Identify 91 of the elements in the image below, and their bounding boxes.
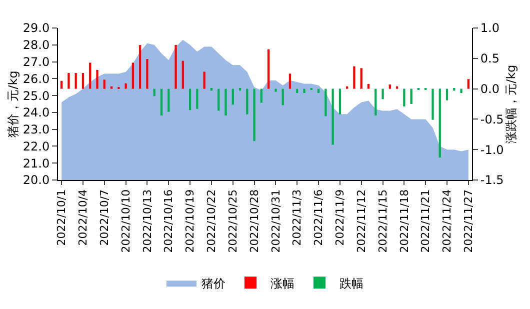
legend-label: 涨幅 (270, 276, 294, 290)
y-tick-label: 22.0 (22, 139, 50, 154)
bar (124, 83, 127, 89)
bar (182, 60, 184, 89)
y-tick-label: 29.0 (22, 21, 50, 36)
bar (324, 88, 327, 116)
y2-tick-label: 0.0 (480, 82, 500, 96)
bar (360, 68, 362, 89)
bar (260, 88, 262, 103)
bar (367, 84, 370, 89)
bar (132, 62, 134, 89)
bar (224, 88, 227, 116)
y2-tick-label: 1.0 (480, 21, 500, 36)
bar (346, 86, 348, 89)
bar (246, 88, 248, 114)
y-tick-label: 23.0 (22, 122, 50, 137)
y-axis-title: 猪价，元/kg (6, 70, 20, 138)
x-tick-label: 2022/11/15 (376, 189, 390, 253)
bar (460, 88, 462, 94)
x-tick-label: 2022/10/28 (248, 189, 261, 253)
bar (153, 88, 156, 96)
x-tick-label: 2022/11/21 (419, 189, 432, 253)
y2-tick-label: -0.5 (480, 112, 504, 126)
bar (74, 72, 77, 89)
bar (438, 88, 441, 158)
x-tick-label: 2022/10/7 (98, 189, 111, 246)
bar (238, 88, 242, 91)
x-tick-label: 2022/11/12 (354, 189, 368, 253)
bar (139, 45, 142, 89)
bar (103, 80, 106, 89)
bar (353, 66, 356, 89)
x-tick-label: 2022/11/24 (440, 189, 454, 253)
x-tick-label: 2022/10/13 (140, 189, 154, 253)
y-tick-label: 28.0 (22, 38, 50, 52)
bar (232, 88, 234, 105)
bar (174, 45, 177, 89)
bar (218, 88, 220, 111)
bar (410, 88, 412, 104)
x-tick-label: 2022/10/4 (76, 189, 90, 246)
x-tick-label: 2022/11/9 (334, 189, 347, 246)
bar (403, 88, 406, 106)
bar (396, 86, 398, 89)
x-tick-label: 2022/11/27 (462, 189, 476, 253)
bar (82, 72, 84, 89)
legend-label: 跌幅 (340, 276, 364, 290)
bar (68, 72, 70, 89)
x-tick-label: 2022/10/25 (226, 189, 240, 253)
y2-axis-title: 涨跌幅，元/kg (504, 64, 518, 144)
legend-label: 猪价 (202, 276, 226, 290)
x-tick-label: 2022/10/31 (269, 189, 282, 253)
bar (89, 62, 92, 89)
y2-tick-label: -1.5 (480, 173, 504, 188)
y-tick-label: 21.0 (22, 156, 50, 170)
bar (432, 88, 434, 120)
x-tick-label: 2022/10/10 (119, 189, 132, 253)
x-tick-label: 2022/10/1 (55, 189, 68, 246)
y2-tick-label: 0.5 (480, 52, 500, 66)
bar (388, 84, 391, 89)
bar (96, 70, 98, 89)
y-tick-label: 26.0 (22, 72, 50, 86)
bar (268, 49, 270, 89)
bar (188, 88, 192, 110)
bar (282, 88, 284, 106)
bar (168, 88, 170, 112)
x-tick-label: 2022/11/18 (398, 189, 411, 253)
x-tick-label: 2022/10/16 (162, 189, 176, 253)
bar (160, 88, 163, 116)
bar (110, 86, 113, 89)
y-tick-label: 24.0 (22, 106, 50, 120)
bar (303, 88, 306, 94)
bar (274, 88, 277, 92)
bar (338, 88, 342, 114)
bar (146, 59, 148, 89)
bar (467, 79, 470, 89)
x-tick-label: 2022/11/6 (312, 189, 326, 246)
x-tick-label: 2022/10/22 (205, 189, 218, 253)
bar (332, 88, 334, 145)
bar (253, 88, 256, 142)
bar (446, 88, 448, 100)
bar (382, 88, 384, 100)
y-tick-label: 27.0 (22, 54, 50, 69)
bar (60, 80, 63, 89)
bar (374, 88, 377, 116)
bar (288, 74, 292, 89)
y-tick-label: 25.0 (22, 88, 50, 103)
x-tick-label: 2022/11/3 (290, 189, 304, 246)
y-tick-label: 20.0 (22, 173, 50, 188)
bar (203, 72, 206, 89)
x-tick-label: 2022/10/19 (184, 189, 197, 253)
bar (196, 88, 198, 109)
y2-tick-label: -1.0 (480, 142, 504, 157)
